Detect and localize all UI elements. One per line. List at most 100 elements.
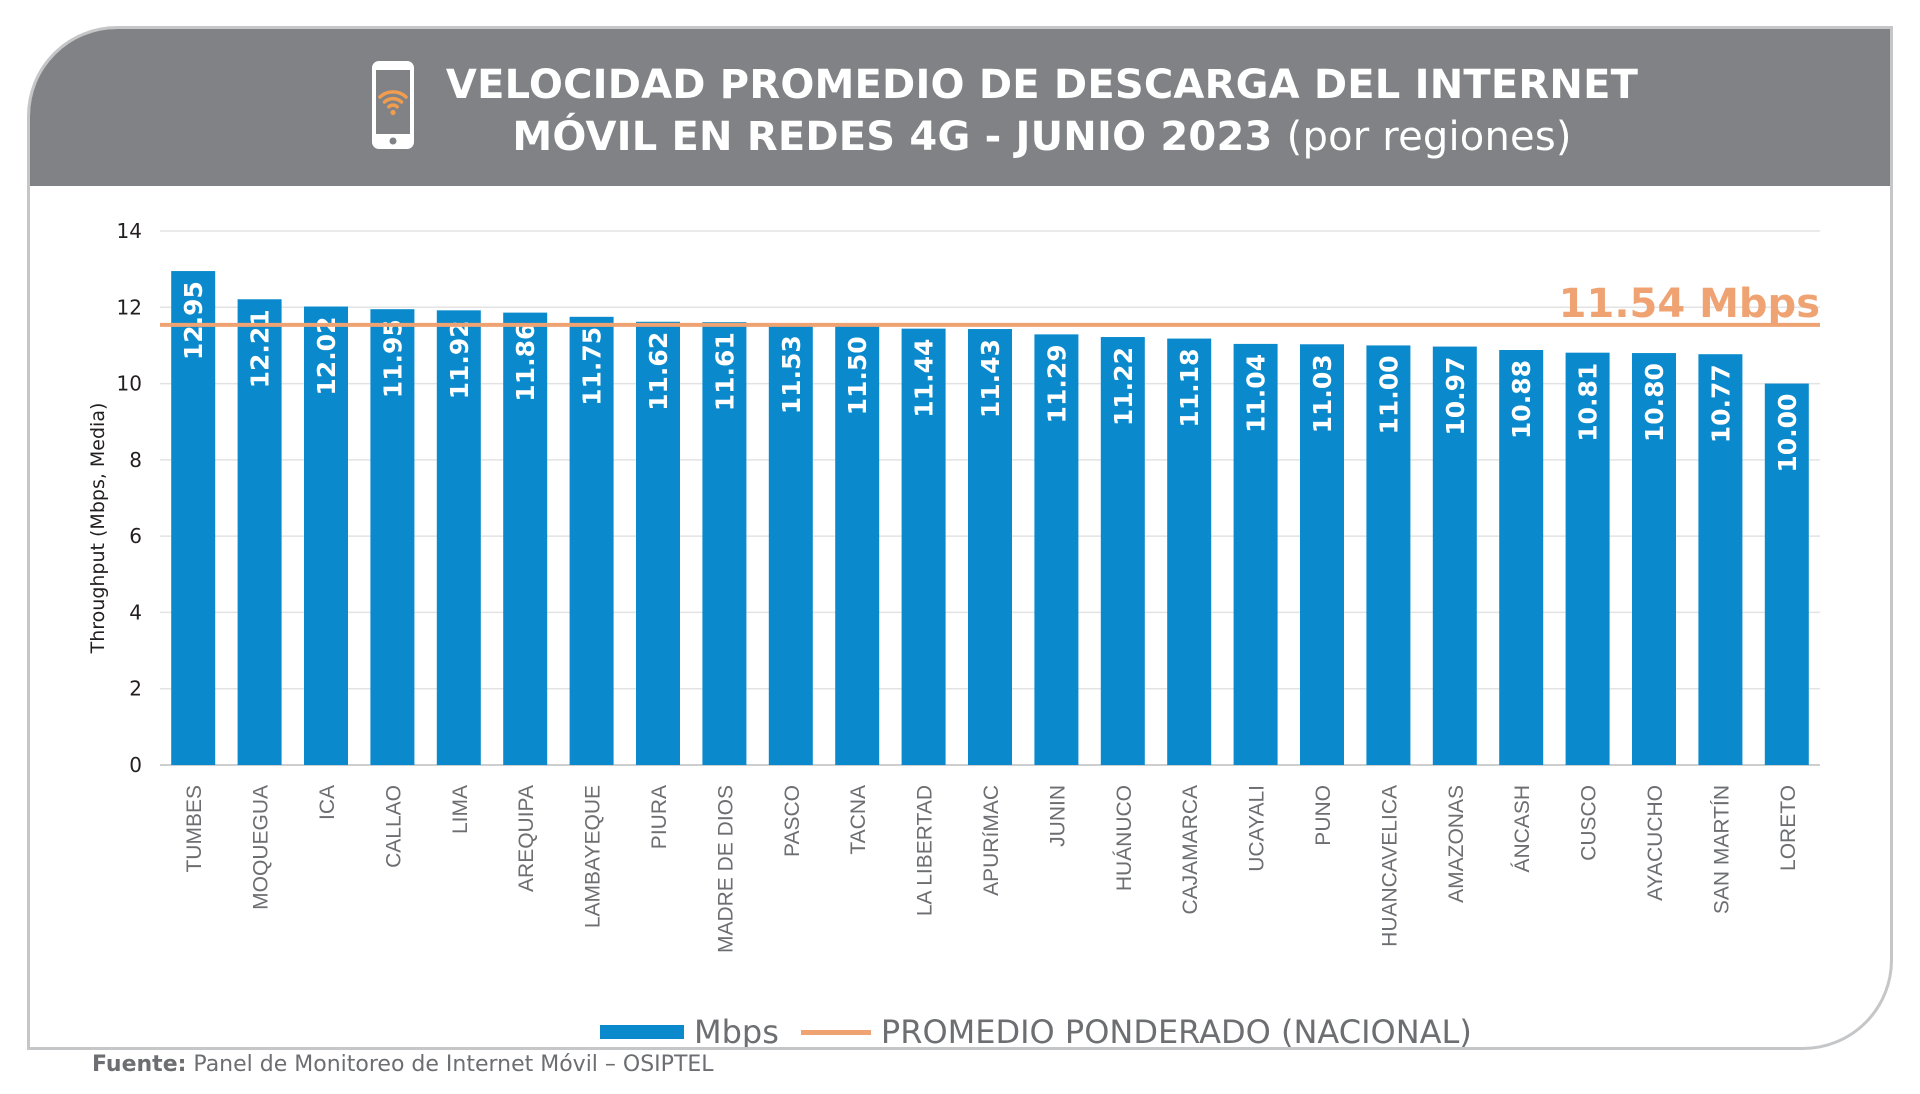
legend-line-label: PROMEDIO PONDERADO (NACIONAL) (880, 1013, 1472, 1050)
bar (1366, 345, 1411, 765)
bar-value-label: 12.02 (312, 317, 341, 396)
source-label: Fuente: (92, 1052, 187, 1077)
average-line-label: 11.54 Mbps (1559, 281, 1820, 327)
category-label: ICA (316, 785, 339, 820)
bar-value-label: 11.75 (578, 327, 607, 406)
bar-value-label: 11.61 (710, 332, 739, 411)
y-tick-label: 12 (117, 295, 142, 319)
bar-value-label: 11.53 (777, 335, 806, 414)
bar (768, 325, 813, 765)
category-label: PASCO (781, 785, 804, 857)
category-label: AYACUCHO (1644, 785, 1667, 901)
category-label: PIURA (648, 785, 671, 849)
bar-value-label: 12.21 (246, 309, 275, 388)
bar (901, 328, 946, 765)
category-label: TUMBES (183, 785, 206, 873)
title-subtitle: (por regiones) (1286, 114, 1572, 160)
category-label: CALLAO (382, 785, 405, 868)
bar-value-label: 11.43 (976, 339, 1005, 418)
y-tick-label: 10 (117, 372, 142, 396)
phone-wifi-icon (372, 61, 414, 149)
bar-value-label: 10.88 (1507, 360, 1536, 439)
bar-value-label: 10.00 (1773, 394, 1802, 473)
bar-value-label: 11.00 (1374, 355, 1403, 434)
bar (237, 299, 282, 765)
bar (1698, 354, 1743, 765)
bar-value-label: 10.81 (1574, 363, 1603, 442)
y-tick-label: 8 (129, 448, 142, 472)
chart-title: VELOCIDAD PROMEDIO DE DESCARGA DEL INTER… (432, 59, 1652, 163)
bar (968, 329, 1012, 765)
bar-value-label: 11.95 (378, 319, 407, 398)
bar-value-label: 11.29 (1042, 344, 1071, 423)
category-label: CUSCO (1578, 785, 1601, 861)
category-label: LA LIBERTAD (914, 785, 937, 916)
y-tick-label: 6 (129, 524, 142, 548)
bar (636, 321, 680, 765)
category-label: MOQUEGUA (250, 785, 273, 910)
y-axis-title: Throughput (Mbps, Media) (87, 403, 109, 655)
title-line-1: VELOCIDAD PROMEDIO DE DESCARGA DEL INTER… (445, 62, 1639, 108)
title-line-2: MÓVIL EN REDES 4G - JUNIO 2023 (por regi… (432, 111, 1652, 163)
category-label: APURíMAC (980, 785, 1003, 896)
bar (171, 271, 216, 765)
title-line-2-bold: MÓVIL EN REDES 4G - JUNIO 2023 (512, 114, 1273, 160)
category-label: TACNA (847, 785, 870, 855)
bar (702, 322, 747, 765)
category-label: JUNIN (1046, 785, 1069, 847)
category-label: AMAZONAS (1445, 785, 1468, 903)
bar-value-label: 11.92 (445, 320, 474, 399)
bar (1499, 350, 1544, 765)
category-label: LORETO (1777, 785, 1800, 871)
source-text: Panel de Monitoreo de Internet Móvil – O… (193, 1052, 714, 1077)
category-label: LAMBAYEQUE (582, 785, 605, 928)
legend-bar-swatch (600, 1025, 684, 1039)
header-banner: VELOCIDAD PROMEDIO DE DESCARGA DEL INTER… (30, 29, 1890, 186)
bar-chart: 0 2 4 6 8 10 12 14 Throughput (Mbps, Media) 12.95… (87, 219, 1820, 953)
bar-value-label: 10.97 (1441, 357, 1470, 436)
bar-value-label: 11.04 (1242, 354, 1271, 433)
category-label: CAJAMARCA (1179, 785, 1202, 915)
category-label: PUNO (1312, 785, 1335, 846)
source-note: Fuente: Panel de Monitoreo de Internet M… (92, 1052, 714, 1077)
category-label: AREQUIPA (515, 785, 538, 892)
bar (1764, 383, 1809, 765)
bar (1100, 337, 1145, 765)
bar-value-label: 11.03 (1308, 354, 1337, 433)
bar (1300, 344, 1344, 765)
bar-value-label: 10.80 (1640, 363, 1669, 442)
y-tick-label: 0 (129, 753, 142, 777)
category-label: UCAYALI (1246, 785, 1269, 872)
bar (1233, 343, 1278, 765)
y-tick-label: 2 (129, 677, 142, 701)
bar-value-label: 11.22 (1109, 347, 1138, 426)
bar-value-label: 12.95 (179, 281, 208, 360)
bar (835, 326, 880, 765)
bar-value-label: 11.62 (644, 332, 673, 411)
category-label: MADRE DE DIOS (714, 785, 737, 953)
bar-value-label: 11.50 (843, 336, 872, 415)
category-label: LIMA (449, 785, 472, 834)
bar (304, 306, 348, 765)
y-tick-label: 14 (117, 219, 142, 243)
bar-value-label: 11.86 (511, 323, 540, 402)
bar (503, 312, 548, 765)
bar-value-label: 11.44 (910, 339, 939, 418)
bar-value-label: 10.77 (1706, 364, 1735, 443)
category-label: HUÁNUCO (1113, 785, 1136, 891)
bar (1167, 338, 1212, 765)
bar-value-label: 11.18 (1175, 349, 1204, 428)
category-label: HUANCAVELICA (1378, 785, 1401, 947)
bar (436, 310, 481, 765)
category-label: ÁNCASH (1511, 785, 1534, 873)
y-tick-label: 4 (129, 600, 142, 624)
bar (370, 309, 415, 765)
legend-bar-label: Mbps (694, 1013, 779, 1050)
bar (1432, 346, 1477, 765)
bar (569, 316, 614, 765)
legend-line-swatch (800, 1029, 871, 1035)
bar (1034, 334, 1079, 765)
chart-legend: Mbps PROMEDIO PONDERADO (NACIONAL) (600, 1012, 1472, 1050)
category-label: SAN MARTÍN (1710, 785, 1733, 914)
bar (1565, 352, 1610, 765)
